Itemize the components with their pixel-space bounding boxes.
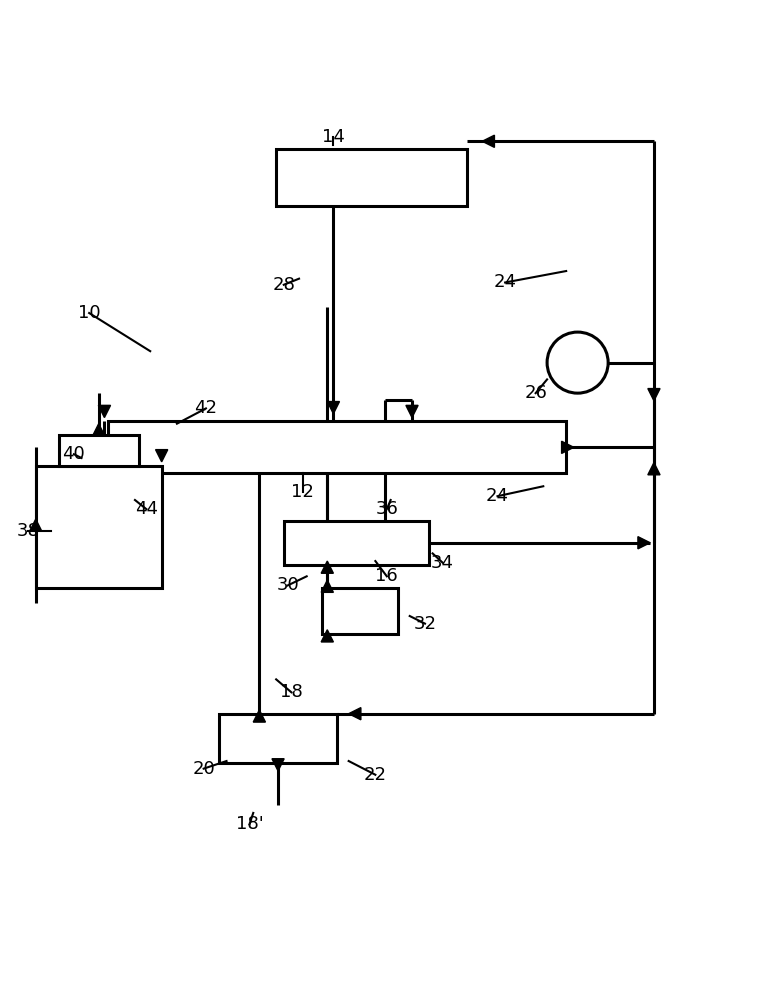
Polygon shape [321, 630, 333, 642]
Bar [322, 588, 398, 634]
Text: 38: 38 [17, 522, 40, 540]
Polygon shape [349, 708, 361, 720]
Text: 10: 10 [78, 304, 100, 322]
Text: 20: 20 [192, 760, 215, 778]
Text: 34: 34 [431, 554, 454, 572]
Text: 40: 40 [63, 445, 85, 463]
Polygon shape [254, 710, 266, 722]
Polygon shape [272, 759, 284, 771]
Text: 42: 42 [195, 399, 218, 417]
Bar [59, 435, 139, 466]
Text: 24: 24 [486, 487, 509, 505]
Text: 28: 28 [273, 276, 295, 294]
Polygon shape [321, 561, 333, 573]
Polygon shape [321, 580, 333, 592]
Text: 12: 12 [291, 483, 314, 501]
Text: 44: 44 [135, 500, 158, 518]
Polygon shape [30, 519, 42, 531]
Text: 24: 24 [493, 273, 516, 291]
Bar [283, 521, 429, 565]
Polygon shape [406, 405, 418, 418]
Polygon shape [98, 405, 110, 418]
Polygon shape [483, 135, 494, 147]
Bar [108, 421, 566, 473]
Polygon shape [648, 463, 660, 475]
Text: 26: 26 [524, 384, 547, 402]
Bar [219, 714, 337, 763]
Polygon shape [648, 389, 660, 401]
Polygon shape [93, 424, 105, 436]
Bar [36, 466, 162, 588]
Text: 36: 36 [375, 500, 398, 518]
Bar [277, 149, 467, 206]
Polygon shape [155, 450, 168, 462]
Polygon shape [638, 537, 650, 549]
Text: 32: 32 [414, 615, 437, 633]
Text: 30: 30 [277, 576, 299, 594]
Text: 18': 18' [236, 815, 264, 833]
Polygon shape [327, 402, 339, 414]
Text: 22: 22 [364, 766, 387, 784]
Polygon shape [561, 441, 574, 453]
Text: 14: 14 [322, 128, 345, 146]
Text: 16: 16 [375, 567, 398, 585]
Circle shape [547, 332, 608, 393]
Text: 18: 18 [280, 683, 303, 701]
